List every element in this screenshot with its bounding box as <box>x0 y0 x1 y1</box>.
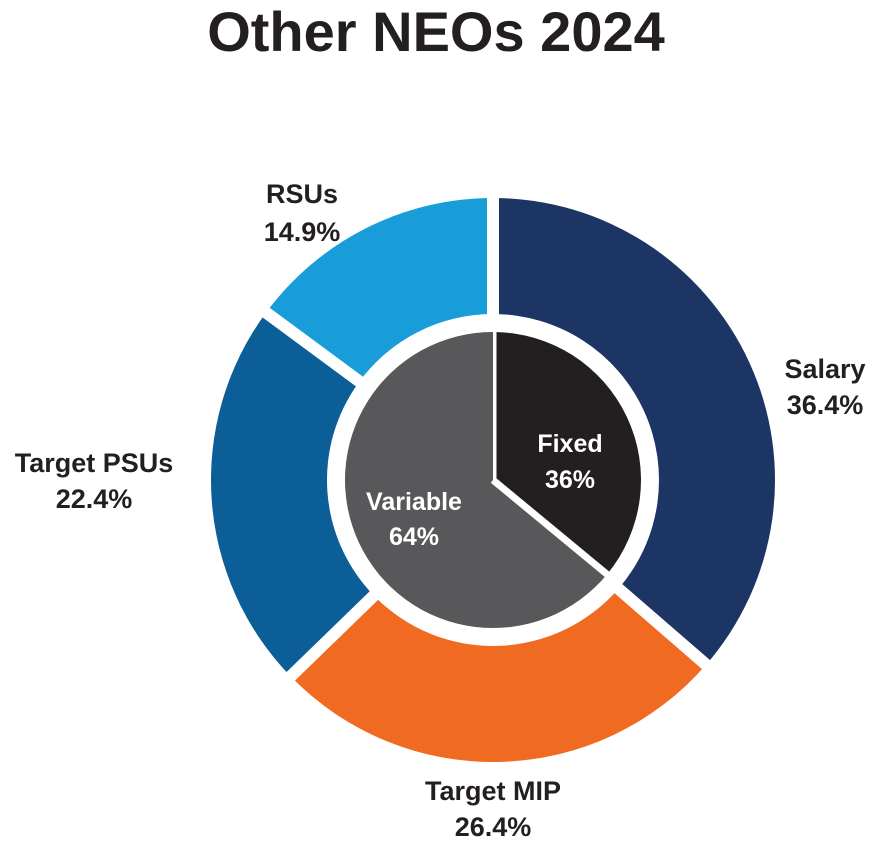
label-salary-name: Salary <box>784 354 865 384</box>
label-rsus-name: RSUs <box>266 179 338 209</box>
ring-separator <box>613 582 714 672</box>
ring-slice-salary <box>493 198 775 665</box>
labels: Salary 36.4% Target MIP 26.4% Target PSU… <box>15 179 866 842</box>
label-fixed-name: Fixed <box>537 430 602 458</box>
pie-slice-fixed <box>493 332 641 575</box>
ring-slice-rsus <box>266 198 493 382</box>
label-target-mip-value: 26.4% <box>455 812 532 842</box>
label-variable-value: 64% <box>389 523 439 551</box>
label-target-psus-value: 22.4% <box>56 484 133 514</box>
label-salary-value: 36.4% <box>787 390 864 420</box>
ring-slice-target-psus <box>211 312 374 677</box>
label-variable-name: Variable <box>366 488 462 516</box>
label-target-psus-name: Target PSUs <box>15 448 174 478</box>
outer-ring <box>211 198 775 762</box>
ring-slice-target-mip <box>290 588 707 762</box>
separators <box>259 194 714 684</box>
pie-slice-variable <box>344 332 608 629</box>
label-rsus-value: 14.9% <box>264 217 341 247</box>
ring-separator <box>283 589 380 684</box>
label-target-mip-name: Target MIP <box>425 776 561 806</box>
chart-title: Other NEOs 2024 <box>207 0 665 63</box>
pie-separator <box>490 477 611 579</box>
inner-pie <box>344 330 641 629</box>
label-fixed-value: 36% <box>545 466 595 494</box>
ring-separator <box>259 305 365 388</box>
